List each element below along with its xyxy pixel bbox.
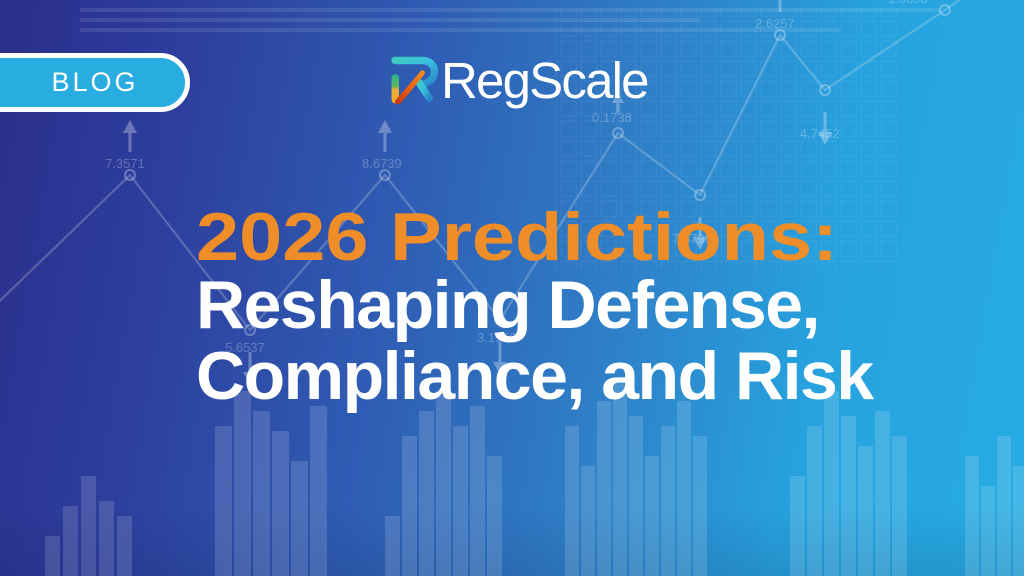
svg-text:2.6257: 2.6257 [755,16,795,31]
svg-text:0.1738: 0.1738 [592,110,632,125]
svg-text:8.6739: 8.6739 [362,156,402,171]
svg-text:4.7452: 4.7452 [800,126,840,141]
svg-text:1.3698: 1.3698 [888,0,928,6]
svg-text:7.3571: 7.3571 [105,156,145,171]
